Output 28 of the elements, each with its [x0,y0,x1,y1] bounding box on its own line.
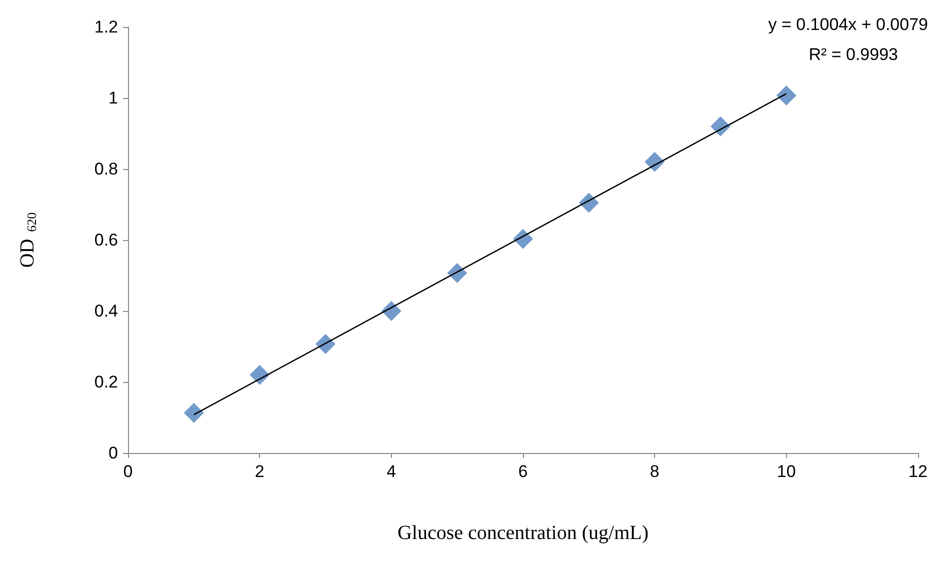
point [447,263,468,284]
point [184,402,204,423]
x-tick-label: 0 [123,462,133,481]
y-tick-label: 0.6 [94,230,118,250]
point [381,301,402,321]
point [644,152,665,172]
y-tick-label: 0 [108,444,118,462]
x-tick-label: 8 [650,462,660,481]
x-tick-label: 6 [518,462,528,481]
x-axis-title: Glucose concentration (ug/mL) [397,522,649,544]
annotation: y = 0.1004x + 0.0079 [768,15,928,34]
y-axis-title: OD 620 [16,212,39,268]
x-tick-label: 4 [386,462,396,481]
point [513,228,533,249]
x-tick-label: 10 [776,462,796,481]
point [316,334,336,354]
point [250,364,270,385]
y-tick-label: 0.4 [94,302,118,320]
point [776,86,796,106]
y-tick-label: 1 [108,88,118,108]
x-tick-label: 12 [908,462,928,481]
y-tick-label: 1.2 [94,18,118,36]
y-tick-label: 0.8 [94,160,118,178]
point [578,192,599,213]
annotation: R² = 0.9993 [808,45,898,64]
y-tick-label: 0.2 [94,372,118,392]
x-tick-label: 2 [254,462,264,481]
point [710,116,730,136]
